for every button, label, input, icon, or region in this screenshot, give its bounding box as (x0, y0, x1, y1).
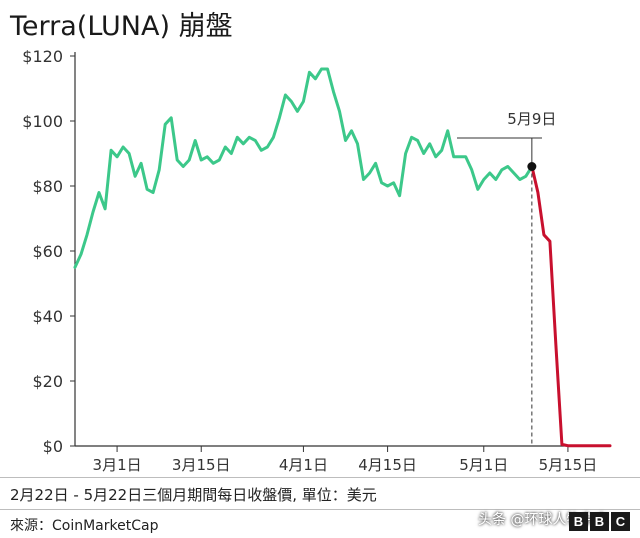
bbc-logo: B B C (569, 512, 630, 531)
x-tick-label: 5月15日 (539, 456, 598, 474)
annotation-layer: 5月9日 (457, 110, 556, 446)
caption-divider (0, 477, 640, 478)
x-axis: 3月1日 3月15日 4月1日 4月15日 5月1日 5月15日 (75, 445, 610, 474)
annotation-label: 5月9日 (507, 110, 556, 128)
y-tick-label: $60 (32, 242, 63, 261)
chart-title: Terra(LUNA) 崩盤 (10, 11, 233, 42)
logo-letter: B (590, 512, 609, 531)
logo-letter: C (611, 512, 630, 531)
series-line-before-crash (73, 67, 534, 269)
x-tick-label: 5月1日 (459, 456, 508, 474)
y-tick-label: $20 (32, 372, 63, 391)
line-chart: $0 $20 $40 $60 $80 $100 $120 3月1日 3月15日 4月1日 4月15… (22, 47, 612, 474)
y-tick-label: $120 (22, 47, 63, 66)
x-tick-label: 3月15日 (172, 456, 231, 474)
x-tick-label: 3月1日 (93, 456, 142, 474)
source-note: 來源：CoinMarketCap (10, 518, 159, 534)
chart-caption: 2月22日 - 5月22日三個月期間每日收盤價, 單位：美元 (10, 486, 377, 504)
series-layer (73, 67, 612, 448)
logo-letter: B (569, 512, 588, 531)
y-tick-label: $100 (22, 112, 63, 131)
series-line-crash (530, 165, 612, 448)
x-tick-label: 4月1日 (279, 456, 328, 474)
y-tick-label: $40 (32, 307, 63, 326)
y-tick-label: $0 (43, 437, 63, 456)
annotation-marker (527, 162, 537, 171)
y-axis: $0 $20 $40 $60 $80 $100 $120 (22, 47, 76, 456)
y-tick-label: $80 (32, 177, 63, 196)
x-tick-label: 4月15日 (358, 456, 417, 474)
source-divider (0, 509, 640, 510)
